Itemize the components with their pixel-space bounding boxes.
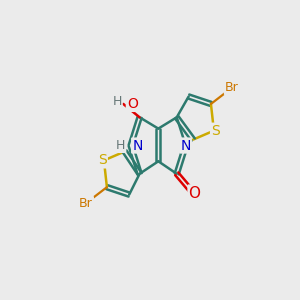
Text: Br: Br	[225, 81, 238, 94]
Text: O: O	[189, 186, 201, 201]
Text: Br: Br	[79, 197, 93, 210]
Text: S: S	[211, 124, 220, 138]
Text: H: H	[112, 95, 122, 108]
Text: H: H	[116, 139, 125, 152]
Text: N: N	[132, 139, 142, 152]
Text: O: O	[127, 97, 138, 111]
Text: S: S	[98, 153, 107, 167]
Text: N: N	[181, 139, 191, 152]
